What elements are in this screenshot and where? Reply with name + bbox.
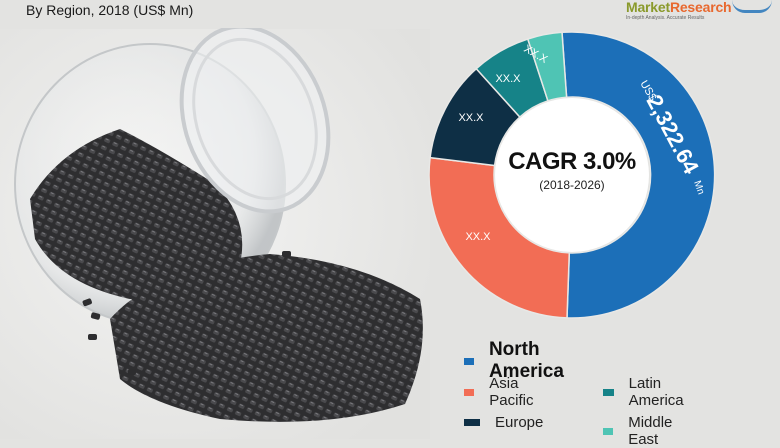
- segment-north-america[interactable]: [561, 31, 716, 319]
- legend-label: North America: [488, 339, 564, 382]
- segment-middle-east-africa[interactable]: [526, 31, 568, 102]
- legend-item-middle-east[interactable]: Middle East: [603, 414, 678, 448]
- cagr-period: (2018-2026): [539, 178, 605, 192]
- cagr-value: CAGR 3.0%: [508, 148, 636, 175]
- callout-suffix: Mn: [691, 179, 706, 196]
- donut-center: CAGR 3.0% (2018-2026): [492, 148, 652, 192]
- legend-label: Asia Pacific: [489, 375, 534, 409]
- legend-label: Middle East: [628, 414, 673, 448]
- legend-item-latin-america[interactable]: Latin America: [603, 375, 689, 409]
- chart-subtitle: By Region, 2018 (US$ Mn): [26, 2, 194, 18]
- legend-item-asia-pacific[interactable]: Asia Pacific: [464, 375, 539, 409]
- legend-swatch-middle-east: [603, 427, 614, 435]
- logo-word-market: Market: [626, 0, 670, 15]
- logo-mark-icon: [732, 0, 772, 13]
- legend-swatch-asia-pacific: [464, 388, 475, 396]
- legend-swatch-europe: [464, 419, 480, 426]
- legend-swatch-north-america: [464, 357, 474, 365]
- product-photo-pellets-jar: [0, 28, 430, 439]
- segment-asia-pacific[interactable]: [428, 156, 571, 319]
- logo-word-research: Research: [669, 0, 732, 15]
- segment-label-latin-america: XX.X: [495, 73, 521, 85]
- legend-label: Europe: [495, 414, 544, 431]
- legend-item-europe[interactable]: Europe: [464, 414, 543, 431]
- brand-logo: MarketResearch In-depth Analysis. Accura…: [626, 0, 732, 21]
- logo-tagline: In-depth Analysis. Accurate Results: [626, 15, 705, 21]
- legend-swatch-latin-america: [603, 388, 614, 396]
- legend-item-north-america[interactable]: North America: [464, 339, 570, 383]
- segment-label-asia-pacific: XX.X: [465, 231, 491, 243]
- legend-label: Latin America: [628, 375, 684, 409]
- segment-label-europe: XX.X: [458, 112, 484, 124]
